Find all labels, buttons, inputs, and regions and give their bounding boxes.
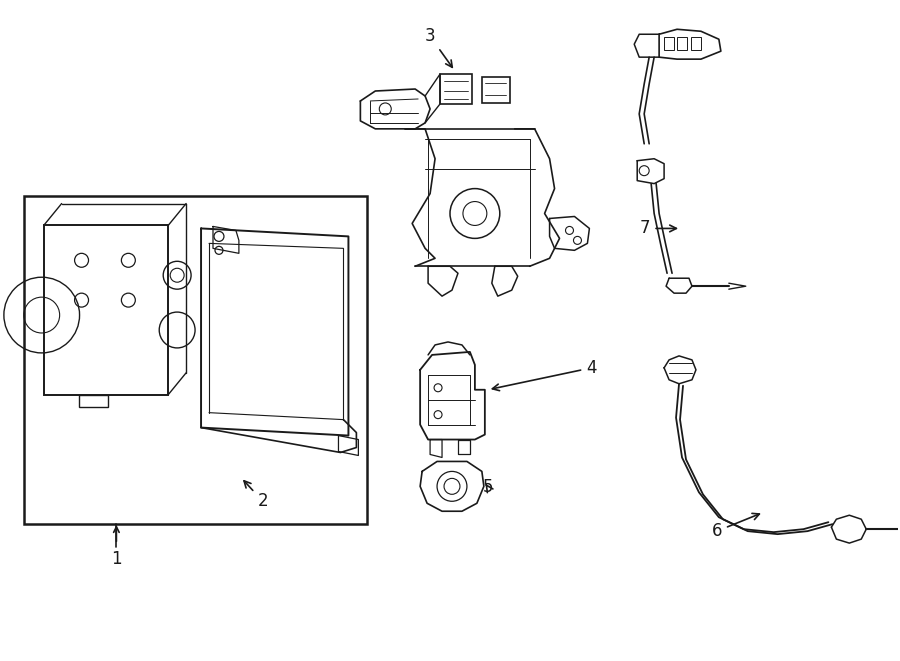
Text: 2: 2	[244, 481, 268, 510]
Bar	[482, 77, 509, 103]
Bar	[23, 196, 367, 524]
Text: 7: 7	[640, 219, 677, 237]
Text: 5: 5	[482, 479, 493, 496]
Bar	[440, 74, 472, 104]
Bar	[691, 37, 701, 50]
Bar	[664, 37, 674, 50]
Text: 6: 6	[712, 514, 760, 540]
Bar	[44, 225, 168, 395]
Text: 3: 3	[425, 27, 453, 67]
Bar	[677, 37, 687, 50]
Text: 1: 1	[111, 550, 122, 568]
Text: 4: 4	[492, 359, 597, 391]
Bar	[78, 395, 108, 407]
